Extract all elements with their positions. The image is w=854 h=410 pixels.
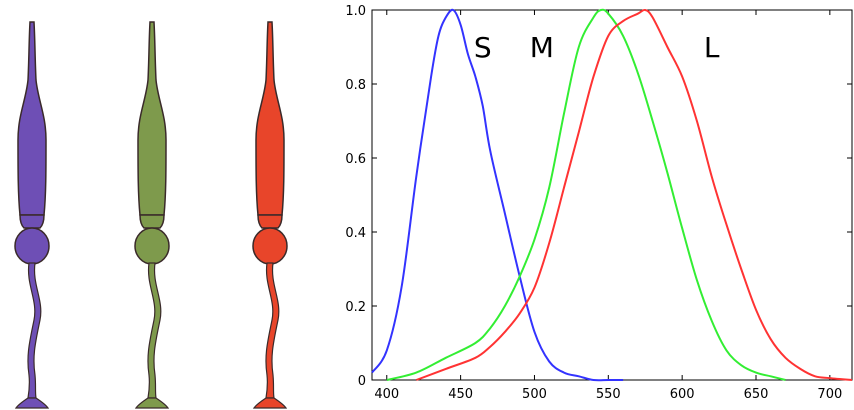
curve-label-s: S (474, 31, 492, 64)
series-line-s (371, 8, 624, 382)
x-tick-label: 650 (744, 387, 769, 402)
cone-inner-segment (139, 214, 165, 229)
cone-synaptic-terminal (134, 397, 170, 409)
y-tick-label: 0.2 (345, 300, 366, 315)
axis-ticks: 400 450 500 550 600 650 700 0 0.2 0.4 0.6 0.8 1.0 (345, 4, 852, 402)
curve-label-l: L (704, 31, 720, 64)
cone-nucleus (252, 227, 288, 265)
curve-label-m: M (530, 31, 554, 64)
x-tick-label: 400 (374, 387, 399, 402)
cone-inner-segment (257, 214, 283, 229)
cone-axon (147, 262, 162, 399)
cone-axon (27, 262, 42, 399)
cone-outer-segment (255, 21, 285, 216)
cone-cell-m (134, 21, 170, 409)
cone-nucleus (14, 227, 50, 265)
x-tick-label: 700 (817, 387, 842, 402)
cone-synaptic-terminal (14, 397, 50, 409)
cone-nucleus (134, 227, 170, 265)
x-tick-label: 550 (596, 387, 621, 402)
cone-cell-s (14, 21, 50, 409)
cone-synaptic-terminal (252, 397, 288, 409)
y-tick-label: 1.0 (345, 4, 366, 19)
cone-outer-segment (17, 21, 47, 216)
x-tick-label: 500 (522, 387, 547, 402)
cone-outer-segment (137, 21, 167, 216)
series-line-m (386, 8, 786, 381)
x-tick-label: 600 (670, 387, 695, 402)
y-tick-label: 0.8 (345, 78, 366, 93)
series-line-l (415, 8, 853, 381)
cone-cell-illustrations (14, 21, 288, 409)
spectral-sensitivity-chart: 400 450 500 550 600 650 700 0 0.2 0.4 0.6 0.8 1.0 S M… (345, 4, 853, 402)
plot-frame (371, 9, 853, 381)
y-tick-label: 0 (358, 374, 366, 389)
series-lines (371, 8, 853, 382)
y-tick-label: 0.4 (345, 226, 366, 241)
y-tick-label: 0.6 (345, 152, 366, 167)
cone-axon (265, 262, 280, 399)
cone-inner-segment (19, 214, 45, 229)
cone-cell-l (252, 21, 288, 409)
x-tick-label: 450 (448, 387, 473, 402)
